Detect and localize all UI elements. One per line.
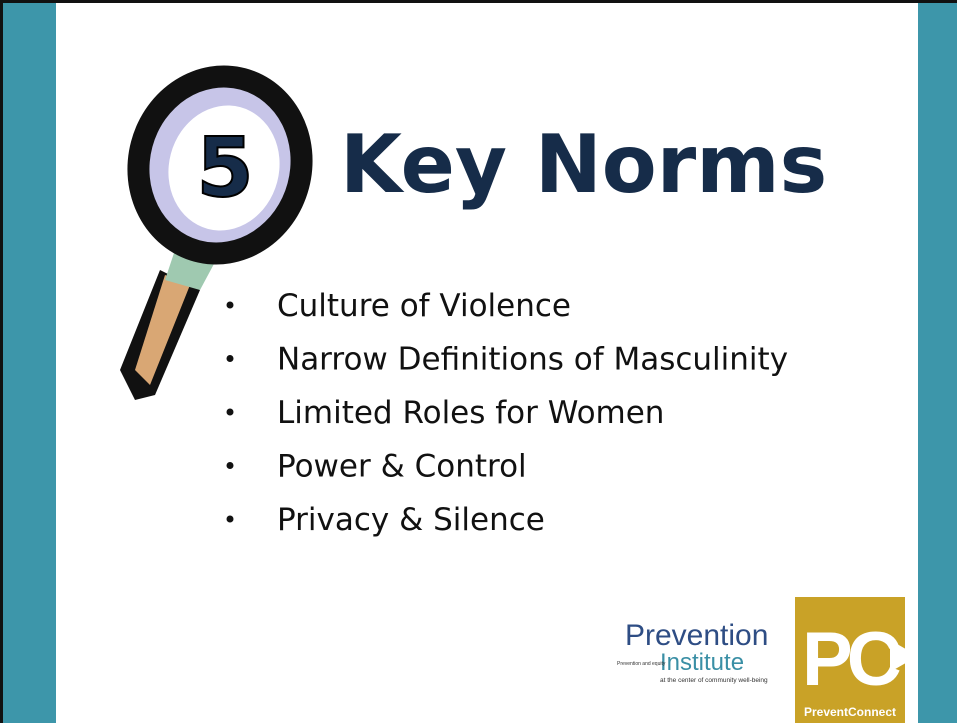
- left-band: [0, 0, 56, 723]
- prevent-connect-logo: PC PreventConnect: [795, 597, 918, 723]
- logo-name: PreventConnect: [804, 705, 896, 719]
- bullet-text: Culture of Violence: [277, 288, 571, 324]
- logo-small: at the center of community well-being: [660, 677, 768, 684]
- bullet-text: Limited Roles for Women: [277, 395, 664, 431]
- slide-title: Key Norms: [340, 118, 827, 211]
- right-band: [918, 0, 957, 723]
- bullet-dot: [227, 409, 234, 416]
- bullet-dot: [227, 355, 234, 362]
- bullet-dot: [227, 462, 234, 469]
- bullet-text: Narrow Definitions of Masculinity: [277, 342, 788, 378]
- bullet-dot: [227, 516, 234, 523]
- left-border: [0, 0, 3, 723]
- logo-line: Institute: [660, 649, 744, 676]
- slide: 5 Key Norms Culture of Violence Narrow De…: [0, 0, 957, 723]
- bullet-text: Privacy & Silence: [277, 502, 545, 538]
- slide-number: 5: [196, 121, 253, 216]
- logo-mark: PC: [802, 617, 900, 702]
- bullet-text: Power & Control: [277, 449, 527, 485]
- logo-line: Prevention: [625, 619, 768, 652]
- top-border: [0, 0, 957, 3]
- bullet-dot: [227, 302, 234, 309]
- logo-small: Prevention and equity: [617, 661, 666, 667]
